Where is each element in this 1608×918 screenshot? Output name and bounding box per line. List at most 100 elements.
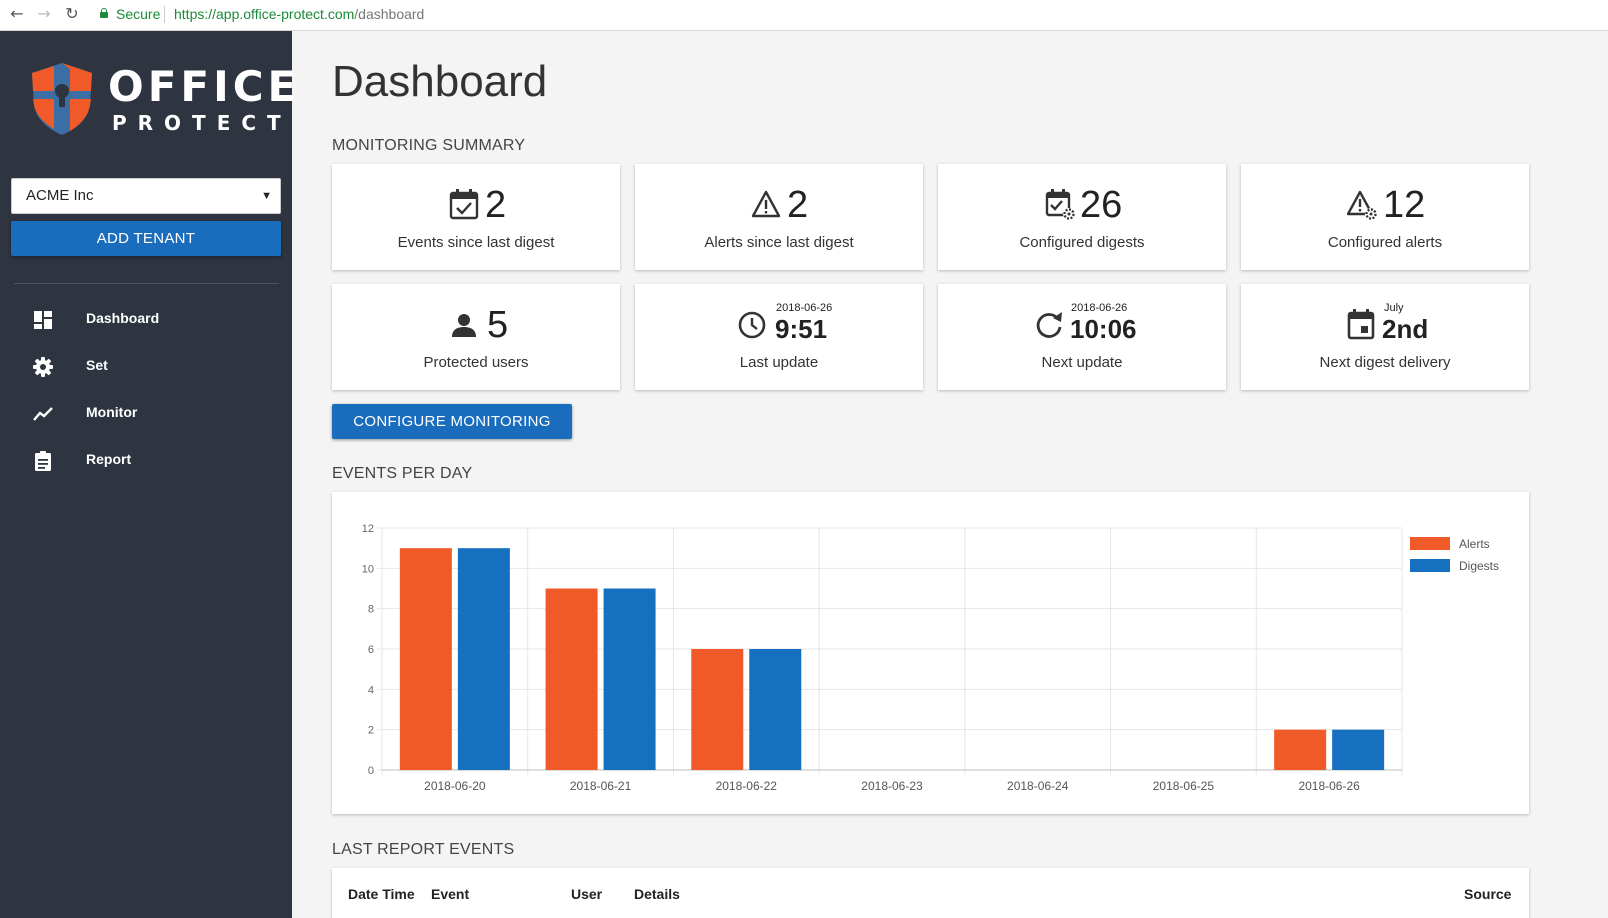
x-tick-label: 2018-06-20	[424, 779, 486, 793]
browser-bar: ← → ↻ Secure https://app.office-protect.…	[0, 0, 1608, 31]
alert-gear-icon	[1347, 190, 1377, 220]
url-host: https://app.office-protect.com	[174, 6, 355, 22]
sidebar-item-report[interactable]: Report	[0, 440, 292, 480]
summary-card-next-update[interactable]: 2018-06-26 10:06 Next update	[938, 284, 1226, 390]
y-tick-label: 0	[368, 765, 374, 777]
url-separator	[164, 6, 165, 23]
bar-chart: 0 2 4 6 8 10 12 2018-06-20 2018-06-21 2018-06-22 2…	[362, 523, 1499, 793]
summary-card-label: Configured alerts	[1327, 234, 1443, 251]
sidebar-item-label: Report	[86, 451, 132, 467]
last-report-events-title: LAST REPORT EVENTS	[332, 841, 515, 858]
calendar-gear-icon	[1045, 189, 1075, 220]
y-tick-label: 6	[368, 644, 374, 656]
summary-card-alerts[interactable]: 2 Alerts since last digest	[635, 164, 923, 270]
add-tenant-button[interactable]: ADD TENANT	[11, 221, 281, 256]
tenant-select-value: ACME Inc	[26, 187, 94, 204]
bar-digests	[457, 548, 510, 770]
main-content: Dashboard MONITORING SUMMARY 2 Events si…	[292, 31, 1608, 918]
column-header-source[interactable]: Source	[1464, 886, 1512, 902]
summary-card-label: Configured digests	[1019, 234, 1145, 251]
sidebar: OFFICE PROTECT ACME Inc ▼ ADD TENANT Das…	[0, 31, 296, 918]
dropdown-caret-icon: ▼	[261, 190, 272, 202]
summary-card-value: 12	[1383, 184, 1426, 226]
back-arrow-icon[interactable]: ←	[10, 4, 24, 23]
legend-swatch-alerts	[1410, 537, 1450, 550]
legend-label-alerts: Alerts	[1459, 537, 1490, 551]
sidebar-divider	[14, 283, 279, 284]
sidebar-item-dashboard[interactable]: Dashboard	[0, 299, 292, 339]
clock-icon	[738, 311, 766, 339]
y-tick-label: 12	[362, 523, 374, 535]
summary-card-events[interactable]: 2 Events since last digest	[332, 164, 620, 270]
x-tick-label: 2018-06-23	[861, 779, 923, 793]
calendar-check-icon	[449, 189, 479, 220]
bar-digests	[749, 649, 802, 770]
summary-card-label: Next update	[1041, 354, 1123, 371]
logo: OFFICE PROTECT	[30, 61, 296, 137]
address-bar[interactable]: https://app.office-protect.com/dashboard	[174, 6, 424, 22]
summary-card-value: 2	[485, 184, 507, 226]
y-tick-label: 8	[368, 604, 374, 616]
summary-card-label: Next digest delivery	[1319, 354, 1451, 371]
summary-card-value: 2	[787, 184, 809, 226]
summary-card-value: 10:06	[1070, 314, 1137, 344]
summary-card-value: 2nd	[1382, 314, 1429, 344]
summary-card-next-digest[interactable]: July 2nd Next digest delivery	[1241, 284, 1529, 390]
summary-card-label: Events since last digest	[397, 234, 555, 251]
report-events-table: Date Time Event User Details Source	[332, 868, 1529, 918]
bar-alerts	[545, 588, 598, 770]
url-path: /dashboard	[354, 6, 425, 22]
logo-line-office: OFFICE	[108, 62, 301, 111]
configure-monitoring-button[interactable]: CONFIGURE MONITORING	[332, 404, 572, 439]
column-header-user[interactable]: User	[571, 886, 603, 902]
sidebar-item-set[interactable]: Set	[0, 346, 292, 386]
y-tick-label: 2	[368, 725, 374, 737]
logo-text: OFFICE PROTECT	[108, 62, 301, 136]
y-tick-label: 4	[368, 684, 374, 696]
sidebar-item-label: Monitor	[86, 404, 138, 420]
calendar-icon	[1347, 309, 1375, 340]
summary-card-date: 2018-06-26	[1071, 302, 1128, 314]
column-header-date-time[interactable]: Date Time	[348, 886, 415, 902]
summary-card-value: 5	[487, 304, 509, 346]
x-tick-label: 2018-06-24	[1007, 779, 1069, 793]
secure-label: Secure	[116, 6, 161, 22]
x-tick-label: 2018-06-22	[716, 779, 778, 793]
column-header-event[interactable]: Event	[431, 886, 470, 902]
monitoring-summary-title: MONITORING SUMMARY	[332, 137, 526, 154]
forward-arrow-icon[interactable]: →	[37, 4, 51, 23]
bar-alerts	[691, 649, 744, 770]
bar-digests	[1332, 729, 1385, 770]
logo-line-protect: PROTECT	[112, 111, 292, 135]
user-icon	[452, 314, 476, 337]
sidebar-item-label: Set	[86, 357, 108, 373]
tenant-select[interactable]: ACME Inc ▼	[11, 178, 281, 214]
sidebar-item-label: Dashboard	[86, 310, 160, 326]
summary-card-protected-users[interactable]: 5 Protected users	[332, 284, 620, 390]
trend-icon	[33, 407, 53, 421]
dashboard-icon	[34, 311, 52, 329]
summary-card-configured-alerts[interactable]: 12 Configured alerts	[1241, 164, 1529, 270]
summary-card-date: 2018-06-26	[776, 302, 833, 314]
reload-icon[interactable]: ↻	[65, 4, 79, 23]
summary-card-digests[interactable]: 26 Configured digests	[938, 164, 1226, 270]
summary-card-value: 26	[1080, 184, 1123, 226]
bar-alerts	[399, 548, 452, 770]
legend-label-digests: Digests	[1459, 559, 1499, 573]
summary-card-label: Alerts since last digest	[704, 234, 854, 251]
summary-card-month: July	[1384, 302, 1404, 314]
legend-swatch-digests	[1410, 559, 1450, 572]
clipboard-icon	[35, 451, 51, 471]
x-tick-label: 2018-06-25	[1153, 779, 1215, 793]
bar-digests	[603, 588, 656, 770]
bar-alerts	[1274, 729, 1327, 770]
shield-logo-icon	[32, 63, 92, 135]
events-per-day-chart: 0 2 4 6 8 10 12 2018-06-20 2018-06-21 2018-06-22 2…	[332, 492, 1529, 814]
column-header-details[interactable]: Details	[634, 886, 680, 902]
summary-card-label: Last update	[739, 354, 819, 371]
summary-card-label: Protected users	[423, 354, 529, 371]
x-tick-label: 2018-06-21	[570, 779, 632, 793]
gear-icon	[33, 357, 53, 377]
sidebar-item-monitor[interactable]: Monitor	[0, 393, 292, 433]
summary-card-last-update[interactable]: 2018-06-26 9:51 Last update	[635, 284, 923, 390]
